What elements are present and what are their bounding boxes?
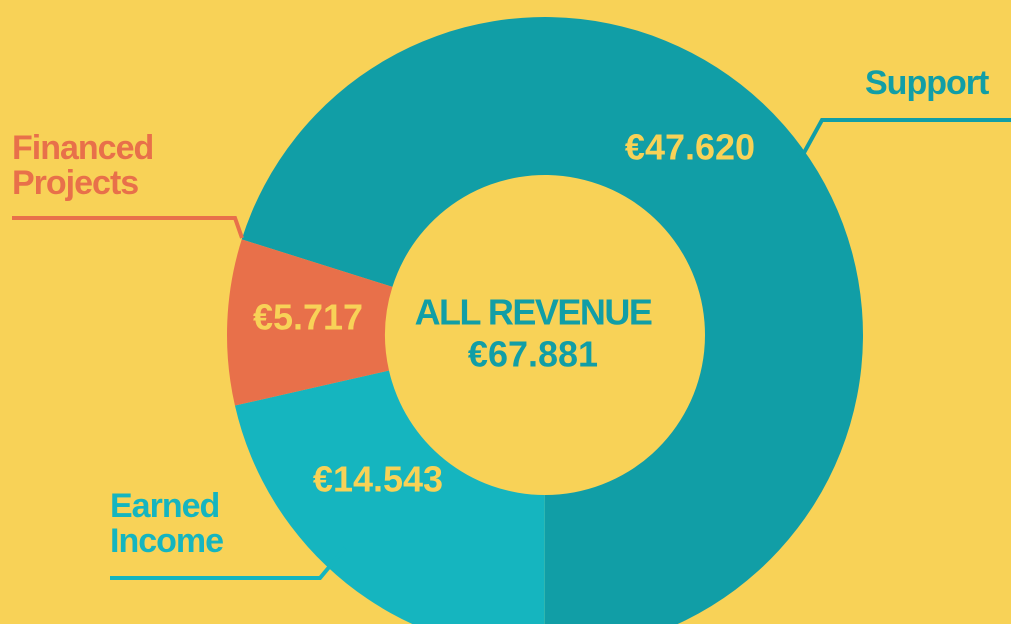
category-label: Financed Projects [12, 129, 153, 202]
category-label-line: Projects [12, 164, 138, 202]
category-label: Earned Income [110, 487, 223, 560]
slice [226, 239, 393, 406]
slice [234, 370, 545, 624]
value-label: €14.543 [313, 459, 443, 500]
slice [241, 17, 863, 624]
value-label: €47.620 [625, 127, 755, 168]
center-title: ALL REVENUE [415, 292, 652, 333]
value-label: €5.717 [253, 297, 363, 338]
category-label: Support [865, 64, 989, 102]
category-label-line: Financed [12, 129, 153, 167]
leader-line [798, 118, 1011, 161]
center-value: €67.881 [468, 334, 598, 375]
leader-line [12, 216, 244, 239]
category-label-line: Earned [110, 487, 219, 525]
leader-line [110, 546, 347, 580]
category-label-line: Income [110, 522, 223, 560]
